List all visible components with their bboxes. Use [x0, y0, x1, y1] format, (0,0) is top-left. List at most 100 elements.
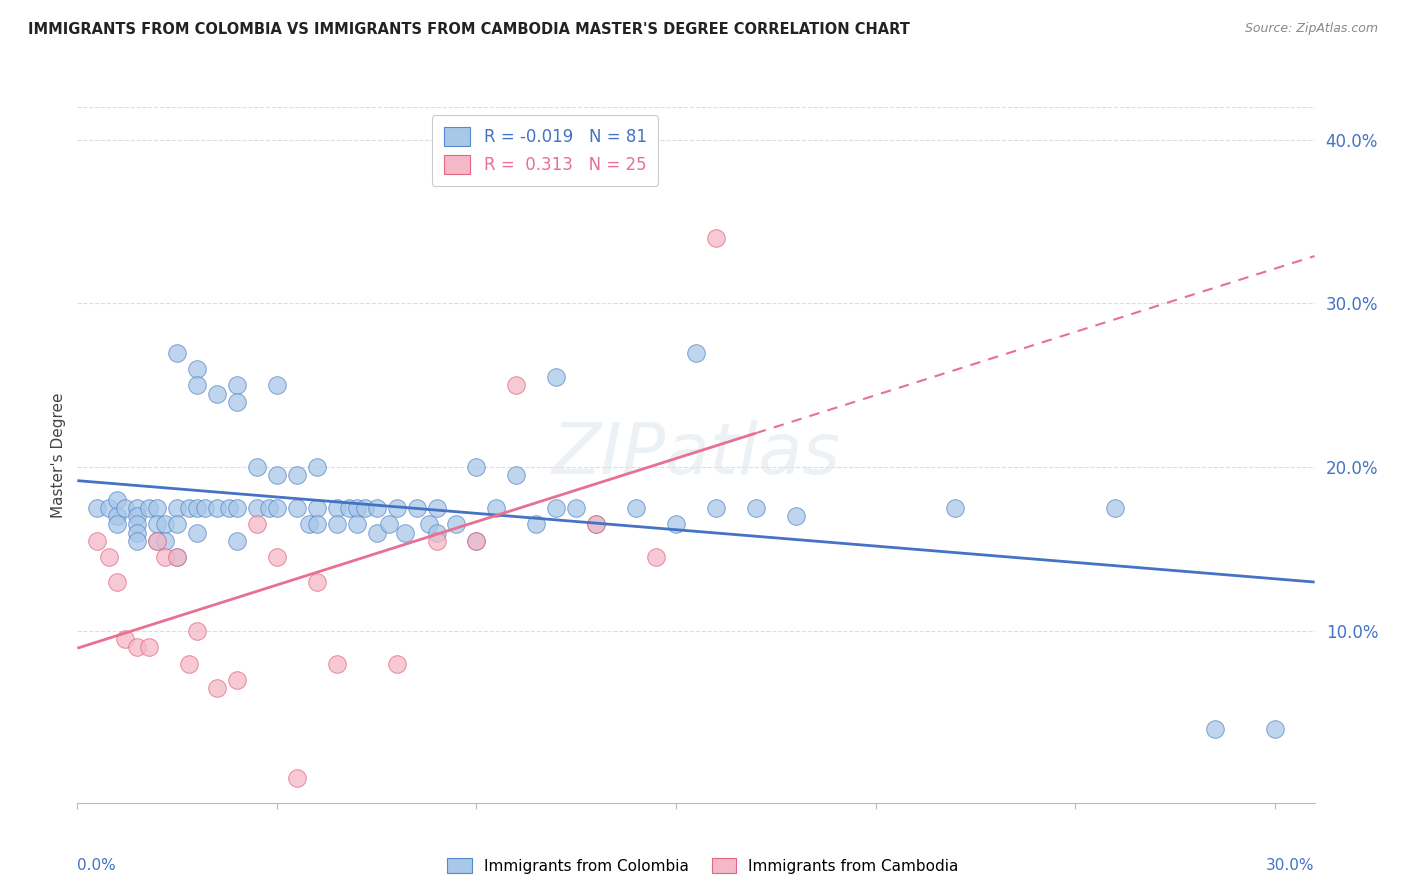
Point	[285, 468, 308, 483]
Point	[177, 501, 200, 516]
Point	[704, 231, 727, 245]
Point	[505, 468, 527, 483]
Point	[127, 501, 149, 516]
Point	[226, 378, 249, 392]
Point	[146, 533, 169, 548]
Point	[465, 533, 488, 548]
Point	[305, 460, 328, 475]
Point	[226, 501, 249, 516]
Point	[377, 517, 399, 532]
Point	[127, 525, 149, 540]
Text: 0.0%: 0.0%	[77, 858, 117, 873]
Point	[266, 468, 288, 483]
Point	[194, 501, 217, 516]
Point	[326, 657, 349, 671]
Point	[114, 501, 136, 516]
Point	[166, 501, 188, 516]
Point	[266, 501, 288, 516]
Point	[153, 533, 176, 548]
Point	[405, 501, 427, 516]
Point	[166, 550, 188, 565]
Legend: Immigrants from Colombia, Immigrants from Cambodia: Immigrants from Colombia, Immigrants fro…	[441, 852, 965, 880]
Text: IMMIGRANTS FROM COLOMBIA VS IMMIGRANTS FROM CAMBODIA MASTER'S DEGREE CORRELATION: IMMIGRANTS FROM COLOMBIA VS IMMIGRANTS F…	[28, 22, 910, 37]
Point	[138, 640, 160, 655]
Point	[353, 501, 375, 516]
Point	[685, 345, 707, 359]
Point	[127, 640, 149, 655]
Point	[645, 550, 668, 565]
Point	[86, 501, 108, 516]
Point	[166, 550, 188, 565]
Point	[425, 533, 447, 548]
Point	[266, 550, 288, 565]
Point	[285, 771, 308, 785]
Point	[257, 501, 280, 516]
Point	[127, 533, 149, 548]
Point	[186, 624, 208, 638]
Point	[98, 550, 121, 565]
Point	[205, 501, 228, 516]
Point	[1104, 501, 1126, 516]
Point	[298, 517, 321, 532]
Point	[266, 378, 288, 392]
Point	[153, 517, 176, 532]
Point	[186, 362, 208, 376]
Point	[337, 501, 360, 516]
Text: 30.0%: 30.0%	[1267, 858, 1315, 873]
Point	[446, 517, 468, 532]
Point	[346, 501, 368, 516]
Point	[218, 501, 240, 516]
Point	[305, 501, 328, 516]
Point	[665, 517, 688, 532]
Point	[366, 525, 388, 540]
Point	[326, 501, 349, 516]
Point	[418, 517, 440, 532]
Point	[425, 501, 447, 516]
Point	[394, 525, 416, 540]
Point	[186, 501, 208, 516]
Point	[166, 517, 188, 532]
Text: Source: ZipAtlas.com: Source: ZipAtlas.com	[1244, 22, 1378, 36]
Point	[146, 533, 169, 548]
Point	[1264, 722, 1286, 736]
Legend: R = -0.019   N = 81, R =  0.313   N = 25: R = -0.019 N = 81, R = 0.313 N = 25	[432, 115, 658, 186]
Point	[465, 533, 488, 548]
Point	[785, 509, 807, 524]
Point	[585, 517, 607, 532]
Point	[246, 501, 269, 516]
Point	[326, 517, 349, 532]
Point	[226, 533, 249, 548]
Point	[505, 378, 527, 392]
Point	[114, 632, 136, 646]
Point	[205, 386, 228, 401]
Point	[226, 673, 249, 687]
Point	[226, 394, 249, 409]
Point	[98, 501, 121, 516]
Point	[177, 657, 200, 671]
Point	[465, 460, 488, 475]
Point	[205, 681, 228, 696]
Point	[346, 517, 368, 532]
Point	[624, 501, 647, 516]
Point	[105, 517, 128, 532]
Point	[186, 525, 208, 540]
Point	[385, 657, 408, 671]
Point	[86, 533, 108, 548]
Point	[127, 509, 149, 524]
Point	[153, 550, 176, 565]
Text: ZIPatlas: ZIPatlas	[551, 420, 841, 490]
Point	[105, 509, 128, 524]
Point	[146, 517, 169, 532]
Point	[704, 501, 727, 516]
Point	[305, 574, 328, 589]
Point	[166, 345, 188, 359]
Point	[305, 517, 328, 532]
Point	[105, 574, 128, 589]
Point	[945, 501, 967, 516]
Point	[246, 460, 269, 475]
Point	[366, 501, 388, 516]
Point	[285, 501, 308, 516]
Y-axis label: Master's Degree: Master's Degree	[51, 392, 66, 517]
Point	[546, 370, 568, 384]
Point	[246, 517, 269, 532]
